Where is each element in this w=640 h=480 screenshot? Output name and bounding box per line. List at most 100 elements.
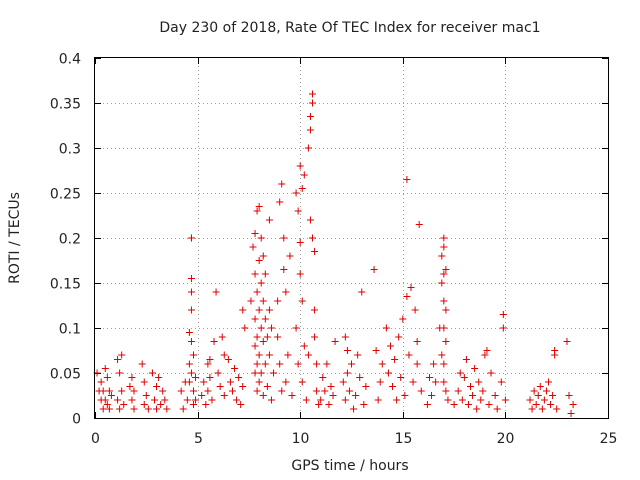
- data-point: [311, 333, 319, 341]
- data-point: [192, 396, 200, 404]
- data-point: [101, 396, 109, 404]
- data-point: [438, 351, 446, 359]
- data-point: [311, 306, 319, 314]
- data-point: [255, 257, 263, 264]
- data-point: [440, 270, 448, 278]
- x-tick-label: 15: [395, 431, 413, 447]
- data-point: [116, 369, 124, 377]
- data-point: [187, 288, 195, 296]
- data-point: [309, 234, 317, 242]
- data-point: [440, 324, 448, 332]
- data-point: [300, 342, 308, 350]
- y-tick-label: 0.15: [50, 277, 81, 293]
- data-point: [144, 405, 152, 413]
- data-point: [454, 387, 462, 395]
- data-point: [360, 401, 368, 408]
- data-point: [231, 365, 239, 372]
- data-point: [440, 243, 448, 251]
- data-point: [565, 392, 573, 399]
- data-point: [224, 356, 232, 363]
- data-point: [179, 405, 187, 413]
- data-point: [298, 185, 306, 192]
- data-point: [228, 387, 236, 395]
- data-point: [306, 216, 314, 224]
- data-point: [257, 369, 265, 377]
- data-point: [161, 396, 169, 404]
- data-point: [315, 401, 323, 408]
- y-tick-label: 0.35: [50, 97, 81, 113]
- y-axis-label: ROTI / TECUs: [7, 192, 23, 284]
- data-point: [210, 338, 218, 345]
- data-point: [148, 369, 156, 377]
- data-point: [343, 369, 351, 377]
- data-point: [259, 252, 267, 260]
- data-point: [130, 405, 138, 413]
- data-point: [403, 293, 411, 300]
- data-point: [257, 279, 265, 287]
- data-point: [298, 378, 306, 386]
- data-point: [391, 356, 399, 363]
- data-point: [567, 410, 575, 417]
- data-point: [553, 405, 561, 413]
- data-point: [251, 342, 259, 350]
- data-point: [259, 297, 267, 305]
- data-point: [477, 396, 485, 404]
- data-point: [413, 360, 421, 368]
- data-point: [255, 351, 263, 359]
- data-point: [438, 279, 446, 287]
- data-point: [393, 396, 401, 404]
- data-point: [107, 392, 115, 399]
- data-point: [532, 401, 540, 408]
- data-point: [237, 401, 245, 408]
- data-point: [140, 378, 148, 386]
- data-point: [282, 288, 290, 296]
- data-point: [528, 405, 536, 413]
- data-point: [440, 378, 448, 386]
- data-point: [540, 396, 548, 404]
- data-point: [159, 387, 167, 395]
- data-point: [251, 369, 259, 377]
- data-point: [278, 387, 286, 395]
- data-point: [192, 374, 200, 381]
- data-point: [126, 383, 134, 390]
- data-point: [350, 405, 358, 413]
- data-point: [114, 356, 122, 363]
- data-point: [263, 383, 271, 390]
- data-point: [542, 387, 550, 395]
- y-tick-label: 0.25: [50, 187, 81, 203]
- data-point: [208, 396, 216, 404]
- data-point: [534, 392, 542, 399]
- data-point: [292, 324, 300, 332]
- data-point: [105, 405, 113, 413]
- data-point: [327, 383, 335, 390]
- y-tick-label: 0.05: [50, 367, 81, 383]
- data-point: [251, 230, 259, 237]
- data-point: [304, 351, 312, 359]
- data-point: [292, 189, 300, 197]
- data-point: [438, 252, 446, 260]
- data-point: [423, 401, 431, 408]
- data-point: [430, 360, 438, 368]
- data-point: [140, 401, 148, 408]
- data-point: [251, 315, 259, 323]
- data-point: [407, 284, 415, 291]
- plot-frame: [94, 57, 609, 419]
- data-point: [187, 234, 195, 242]
- data-point: [372, 347, 380, 354]
- data-point: [354, 351, 362, 359]
- data-point: [187, 275, 195, 282]
- data-point: [462, 356, 470, 363]
- data-point: [551, 351, 559, 359]
- data-point: [294, 207, 302, 215]
- data-point: [157, 401, 165, 408]
- data-point: [362, 383, 370, 390]
- data-point: [473, 405, 481, 413]
- data-point: [286, 252, 294, 260]
- data-point: [151, 396, 159, 404]
- data-point: [103, 401, 111, 408]
- data-point: [153, 383, 161, 390]
- x-tick-label: 25: [600, 431, 618, 447]
- data-point: [138, 360, 146, 368]
- data-point: [198, 392, 206, 399]
- data-point: [425, 374, 433, 381]
